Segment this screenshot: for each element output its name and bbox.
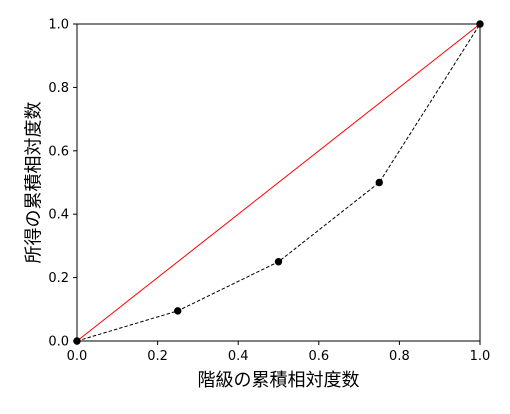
- x-axis-label: 階級の累積相対度数: [198, 370, 360, 391]
- y-tick-label: 0.2: [48, 271, 69, 286]
- x-tick-label: 1.0: [470, 349, 491, 364]
- series-1-point-1: [174, 307, 182, 315]
- x-tick-label: 0.4: [228, 349, 249, 364]
- x-tick-label: 0.6: [308, 349, 329, 364]
- y-tick-label: 0.8: [48, 81, 69, 96]
- y-axis-label: 所得の累積相対度数: [23, 102, 44, 264]
- y-tick-label: 1.0: [48, 18, 69, 33]
- x-tick-label: 0.8: [389, 349, 410, 364]
- x-tick-label: 0.2: [147, 349, 168, 364]
- series-1-point-3: [375, 178, 383, 187]
- plot-frame: [76, 23, 481, 342]
- series-0-line: [76, 23, 481, 342]
- y-tick-label: 0.6: [48, 144, 69, 159]
- y-tick-label: 0.4: [48, 208, 69, 223]
- x-tick-label: 0.0: [67, 349, 88, 364]
- y-tick-label: 0.0: [48, 335, 69, 350]
- series-1-point-2: [274, 258, 283, 266]
